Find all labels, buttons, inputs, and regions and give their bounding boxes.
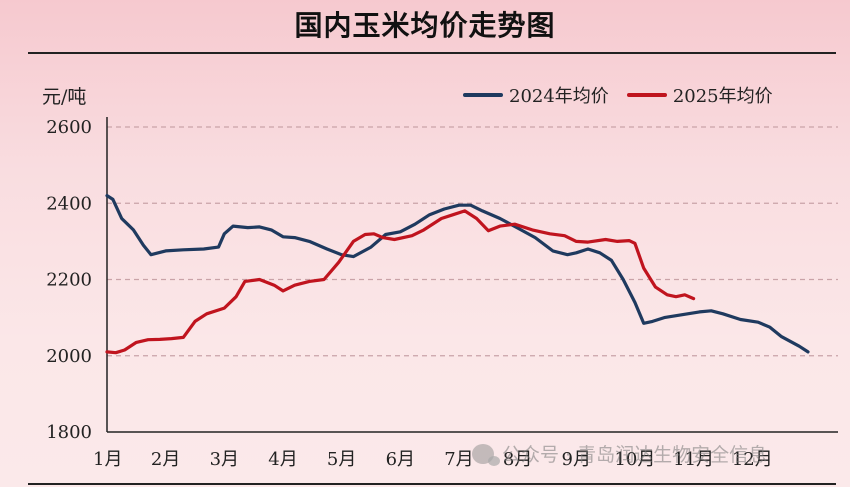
y-tick-label-1800: 1800 [46,422,92,443]
legend-item-2025: 2025年均价 [626,82,773,108]
x-tick-label-12: 12月 [732,449,773,470]
x-tick-label-2: 2月 [151,449,180,470]
legend: 2024年均价 2025年均价 [463,82,791,108]
series-line-2024 [105,194,810,354]
y-tick-label-2000: 2000 [46,346,92,367]
legend-swatch-2025 [626,93,667,97]
x-tick-label-1: 1月 [93,449,122,470]
wechat-icon [472,443,500,466]
x-tick-label-6: 6月 [386,449,415,470]
bottom-rule [28,483,836,485]
y-tick-label-2400: 2400 [46,193,92,214]
x-tick-label-11: 11月 [673,449,714,470]
watermark-text: 公众号 · 青岛润达生物安全信息 [502,444,768,466]
title-rule [28,52,836,54]
x-tick-label-3: 3月 [210,449,239,470]
chart-title: 国内玉米均价走势图 [294,9,556,42]
x-tick-label-7: 7月 [444,449,473,470]
y-tick-label-2600: 2600 [46,117,92,138]
legend-label-2025: 2025年均价 [672,86,773,107]
x-tick-label-9: 9月 [562,449,591,470]
legend-swatch-2024 [463,93,503,97]
x-tick-label-10: 10月 [614,449,655,470]
series-line-2025 [105,209,696,355]
y-axis-unit-label: 元/吨 [42,86,87,108]
watermark: 公众号 · 青岛润达生物安全信息 [472,440,767,467]
x-tick-label-5: 5月 [327,449,356,470]
legend-item-2024: 2024年均价 [463,82,609,108]
x-tick-label-8: 8月 [503,449,532,470]
x-tick-label-4: 4月 [268,449,297,470]
y-tick-label-2200: 2200 [46,270,92,291]
legend-label-2024: 2024年均价 [509,86,609,107]
